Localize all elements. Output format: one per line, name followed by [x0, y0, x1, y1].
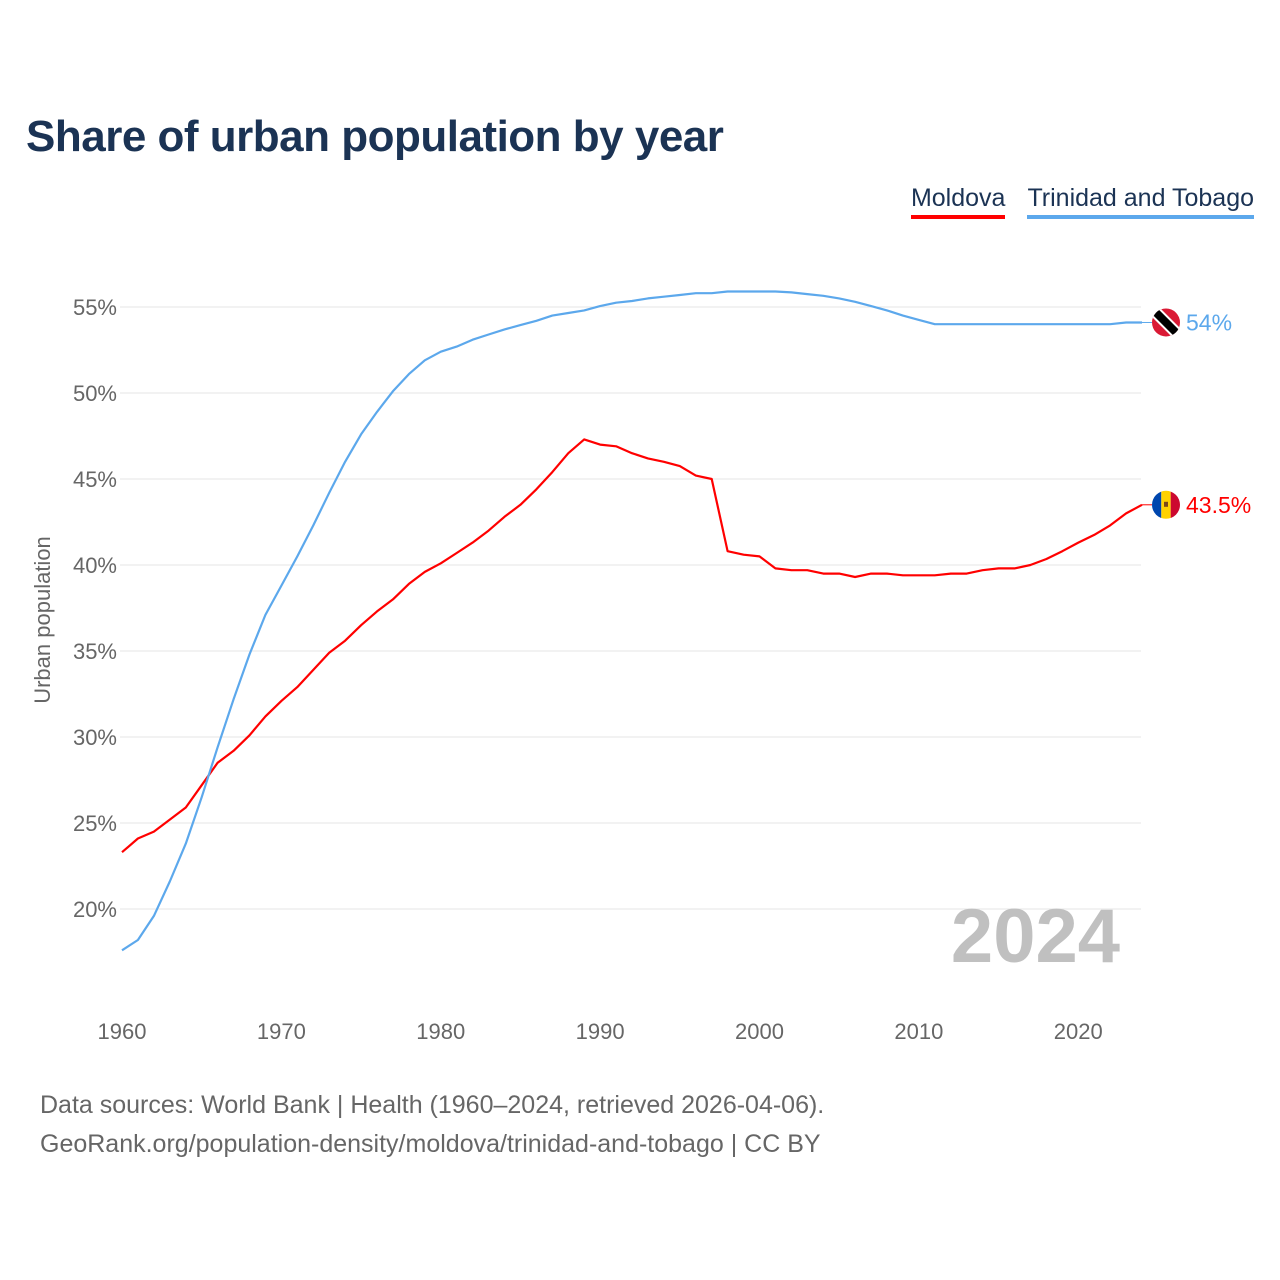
x-tick-label: 2010 [894, 1019, 943, 1044]
series-line-moldova [121, 438, 1143, 854]
legend-item-trinidad-and-tobago[interactable]: Trinidad and Tobago [1027, 184, 1254, 219]
x-tick-label: 1960 [98, 1019, 147, 1044]
source-line-1: Data sources: World Bank | Health (1960–… [40, 1091, 825, 1119]
chart-title: Share of urban population by year [26, 112, 724, 161]
y-tick-label: 25% [73, 811, 117, 836]
x-tick-label: 1970 [257, 1019, 306, 1044]
y-tick-label: 30% [73, 725, 117, 750]
x-tick-label: 1980 [416, 1019, 465, 1044]
moldova-flag-icon [1152, 490, 1180, 519]
y-tick-label: 50% [73, 381, 117, 406]
legend: Moldova Trinidad and Tobago [910, 184, 1254, 219]
trinidad-and-tobago-flag-icon [1152, 308, 1180, 337]
x-tick-label: 2000 [735, 1019, 784, 1044]
y-tick-label: 45% [73, 467, 117, 492]
x-tick-label: 2020 [1054, 1019, 1103, 1044]
trinidad-and-tobago-end-label: 54% [1186, 309, 1232, 335]
moldova-end-label: 43.5% [1186, 492, 1251, 518]
x-tick-label: 1990 [576, 1019, 625, 1044]
y-axis-label: Urban population [30, 536, 55, 704]
year-annotation: 2024 [951, 894, 1120, 979]
legend-item-moldova[interactable]: Moldova [910, 184, 1006, 219]
y-tick-label: 40% [73, 553, 117, 578]
y-tick-label: 55% [73, 295, 117, 320]
y-tick-label: 35% [73, 639, 117, 664]
y-tick-label: 20% [73, 897, 117, 922]
source-note: Data sources: World Bank | Health (1960–… [40, 1086, 824, 1164]
source-line-2[interactable]: GeoRank.org/population-density/moldova/t… [40, 1130, 821, 1158]
series-line-trinidad-and-tobago [121, 290, 1142, 952]
